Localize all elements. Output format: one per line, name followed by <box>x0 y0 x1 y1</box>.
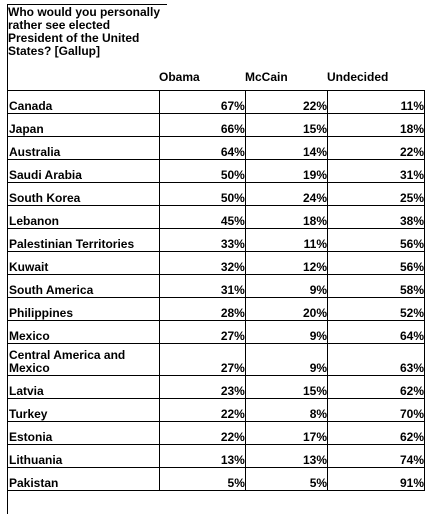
country-cell: Philippines <box>7 297 160 321</box>
mccain-percent-cell: 18% <box>244 205 329 229</box>
obama-percent-cell: 45% <box>158 205 246 229</box>
obama-percent-cell: 28% <box>158 297 246 321</box>
mccain-percent-cell: 15% <box>244 113 329 137</box>
obama-percent-cell: 22% <box>158 398 246 422</box>
country-cell: Japan <box>7 113 160 137</box>
mccain-percent-cell: 9% <box>244 343 329 376</box>
table-row: Lebanon 45% 18% 38% <box>7 205 425 229</box>
undecided-percent-cell: 11% <box>327 90 425 114</box>
mccain-percent-cell: 17% <box>244 421 329 445</box>
column-header-undecided: Undecided <box>327 70 389 84</box>
obama-percent-cell: 66% <box>158 113 246 137</box>
undecided-percent-cell: 74% <box>327 444 425 468</box>
table-row: Canada 67% 22% 11% <box>7 90 425 114</box>
obama-percent-cell: 13% <box>158 444 246 468</box>
undecided-percent-cell: 38% <box>327 205 425 229</box>
obama-percent-cell: 22% <box>158 421 246 445</box>
undecided-percent-cell: 70% <box>327 398 425 422</box>
obama-percent-cell: 67% <box>158 90 246 114</box>
mccain-percent-cell: 9% <box>244 320 329 344</box>
mccain-percent-cell: 20% <box>244 297 329 321</box>
table-title: Who would you personally rather see elec… <box>8 5 161 58</box>
country-cell: Canada <box>7 90 160 114</box>
undecided-percent-cell: 56% <box>327 228 425 252</box>
table-row: Estonia 22% 17% 62% <box>7 421 425 445</box>
undecided-percent-cell: 91% <box>327 467 425 491</box>
mccain-percent-cell: 9% <box>244 274 329 298</box>
obama-percent-cell: 50% <box>158 159 246 183</box>
country-cell: Pakistan <box>7 467 160 491</box>
country-cell: Australia <box>7 136 160 160</box>
obama-percent-cell: 31% <box>158 274 246 298</box>
country-cell: Mexico <box>7 320 160 344</box>
mccain-percent-cell: 14% <box>244 136 329 160</box>
table-row: Australia 64% 14% 22% <box>7 136 425 160</box>
obama-percent-cell: 5% <box>158 467 246 491</box>
undecided-percent-cell: 56% <box>327 251 425 275</box>
mccain-percent-cell: 5% <box>244 467 329 491</box>
table-row: Latvia 23% 15% 62% <box>7 375 425 399</box>
country-cell: Turkey <box>7 398 160 422</box>
undecided-percent-cell: 62% <box>327 421 425 445</box>
table-row: Lithuania 13% 13% 74% <box>7 444 425 468</box>
table-row: Turkey 22% 8% 70% <box>7 398 425 422</box>
undecided-percent-cell: 62% <box>327 375 425 399</box>
poll-results-table: Canada 67% 22% 11% Japan 66% 15% 18% Australia 64… <box>7 90 425 491</box>
undecided-percent-cell: 63% <box>327 343 425 376</box>
country-cell: South Korea <box>7 182 160 206</box>
mccain-percent-cell: 11% <box>244 228 329 252</box>
table-body: Canada 67% 22% 11% Japan 66% 15% 18% Australia 64… <box>7 90 425 491</box>
obama-percent-cell: 64% <box>158 136 246 160</box>
undecided-percent-cell: 64% <box>327 320 425 344</box>
country-cell: Saudi Arabia <box>7 159 160 183</box>
table-row: Central America and Mexico 27% 9% 63% <box>7 343 425 376</box>
table-row: Kuwait 32% 12% 56% <box>7 251 425 275</box>
table-row: Saudi Arabia 50% 19% 31% <box>7 159 425 183</box>
mccain-percent-cell: 13% <box>244 444 329 468</box>
frame-top-border <box>7 4 167 5</box>
country-cell: Kuwait <box>7 251 160 275</box>
column-header-mccain: McCain <box>245 70 288 84</box>
country-cell: Lebanon <box>7 205 160 229</box>
country-cell: Latvia <box>7 375 160 399</box>
table-row: Mexico 27% 9% 64% <box>7 320 425 344</box>
mccain-percent-cell: 24% <box>244 182 329 206</box>
obama-percent-cell: 27% <box>158 320 246 344</box>
table-row: Palestinian Territories 33% 11% 56% <box>7 228 425 252</box>
undecided-percent-cell: 18% <box>327 113 425 137</box>
mccain-percent-cell: 19% <box>244 159 329 183</box>
undecided-percent-cell: 58% <box>327 274 425 298</box>
obama-percent-cell: 50% <box>158 182 246 206</box>
undecided-percent-cell: 22% <box>327 136 425 160</box>
country-cell: Lithuania <box>7 444 160 468</box>
country-cell: Central America and Mexico <box>7 343 160 376</box>
obama-percent-cell: 27% <box>158 343 246 376</box>
table-row: South Korea 50% 24% 25% <box>7 182 425 206</box>
country-cell: Estonia <box>7 421 160 445</box>
table-row: South America 31% 9% 58% <box>7 274 425 298</box>
undecided-percent-cell: 31% <box>327 159 425 183</box>
mccain-percent-cell: 15% <box>244 375 329 399</box>
column-header-obama: Obama <box>159 70 200 84</box>
obama-percent-cell: 33% <box>158 228 246 252</box>
obama-percent-cell: 23% <box>158 375 246 399</box>
undecided-percent-cell: 52% <box>327 297 425 321</box>
mccain-percent-cell: 8% <box>244 398 329 422</box>
mccain-percent-cell: 22% <box>244 90 329 114</box>
country-cell: South America <box>7 274 160 298</box>
table-row: Japan 66% 15% 18% <box>7 113 425 137</box>
undecided-percent-cell: 25% <box>327 182 425 206</box>
table-row: Pakistan 5% 5% 91% <box>7 467 425 491</box>
country-cell: Palestinian Territories <box>7 228 160 252</box>
table-row: Philippines 28% 20% 52% <box>7 297 425 321</box>
mccain-percent-cell: 12% <box>244 251 329 275</box>
obama-percent-cell: 32% <box>158 251 246 275</box>
